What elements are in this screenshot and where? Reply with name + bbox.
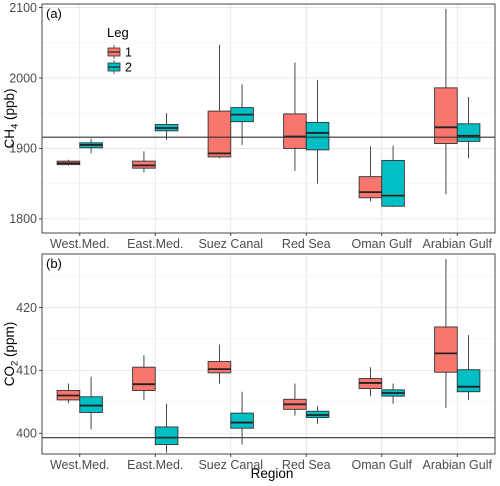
box-suez-canal-leg-2 xyxy=(230,84,254,145)
panel-label: (b) xyxy=(46,256,62,271)
box-west-med-leg-2 xyxy=(79,138,103,154)
box-suez-canal-leg-1 xyxy=(207,44,232,159)
x-tick-label: Oman Gulf xyxy=(352,458,413,472)
panel-background xyxy=(42,4,495,233)
panel-background xyxy=(42,254,495,454)
legend-key-leg-2 xyxy=(107,60,121,74)
x-tick-label: Oman Gulf xyxy=(352,237,413,251)
x-axis-title: Region xyxy=(251,466,294,481)
box-iqr xyxy=(456,123,481,142)
x-tick-label: Red Sea xyxy=(282,237,331,251)
box-iqr xyxy=(154,426,179,446)
box-iqr xyxy=(283,113,307,149)
y-tick-label: 1800 xyxy=(9,212,37,226)
box-oman-gulf-leg-1 xyxy=(358,367,383,397)
box-oman-gulf-leg-2 xyxy=(381,383,405,404)
box-east-med-leg-1 xyxy=(132,151,156,173)
box-west-med-leg-1 xyxy=(56,383,81,404)
box-iqr xyxy=(456,369,481,393)
box-iqr xyxy=(358,176,383,199)
y-tick-label: 2100 xyxy=(9,1,37,15)
box-suez-canal-leg-2 xyxy=(230,391,254,445)
box-red-sea-leg-1 xyxy=(283,383,307,416)
x-tick-label: West.Med. xyxy=(50,458,110,472)
box-iqr xyxy=(207,110,232,158)
legend-title: Leg xyxy=(107,25,129,40)
box-red-sea-leg-2 xyxy=(305,80,330,184)
box-iqr xyxy=(434,87,458,144)
box-west-med-leg-2 xyxy=(79,376,103,430)
y-axis-title: CO2 (ppm) xyxy=(2,322,21,387)
y-axis-title: CH4 (ppb) xyxy=(2,88,21,148)
panel-border xyxy=(41,3,496,234)
panel-border xyxy=(41,253,496,455)
x-tick-label: Arabian Gulf xyxy=(423,458,493,472)
x-tick-label: West.Med. xyxy=(50,237,110,251)
x-tick-label: Suez Canal xyxy=(198,458,263,472)
x-tick-label: Suez Canal xyxy=(198,237,263,251)
box-iqr xyxy=(305,121,330,151)
x-tick-label: Red Sea xyxy=(282,458,331,472)
panel-label: (a) xyxy=(46,6,62,21)
box-east-med-leg-2 xyxy=(154,113,179,140)
y-tick-label: 1900 xyxy=(9,142,37,156)
legend-key-leg-1 xyxy=(107,45,121,59)
box-west-med-leg-1 xyxy=(56,159,81,166)
panel-a-ch4: 1800 1900 2000 2100 West.Med. East.Med. Suez C… xyxy=(2,1,496,251)
box-iqr xyxy=(79,396,103,413)
x-tick-label: Arabian Gulf xyxy=(423,237,493,251)
box-arabian-gulf-leg-1 xyxy=(434,259,458,409)
legend-label: 1 xyxy=(125,46,132,60)
box-iqr xyxy=(434,326,458,373)
y-tick-label: 410 xyxy=(16,364,37,378)
box-iqr xyxy=(132,366,156,391)
box-iqr xyxy=(381,159,405,207)
box-red-sea-leg-2 xyxy=(305,406,330,424)
legend: Leg 12 xyxy=(107,25,132,75)
panel-b-co2: 400 410 420 West.Med. East.Med. Suez Canal Red… xyxy=(2,253,496,472)
y-tick-label: 420 xyxy=(16,301,37,315)
x-tick-label: East.Med. xyxy=(127,237,183,251)
legend-label: 2 xyxy=(125,61,132,75)
y-tick-label: 2000 xyxy=(9,71,37,85)
y-tick-label: 400 xyxy=(16,427,37,441)
box-oman-gulf-leg-1 xyxy=(358,146,383,202)
box-arabian-gulf-leg-2 xyxy=(456,335,481,400)
box-iqr xyxy=(207,361,232,374)
box-suez-canal-leg-1 xyxy=(207,344,232,384)
x-tick-label: East.Med. xyxy=(127,458,183,472)
box-red-sea-leg-1 xyxy=(283,62,307,171)
box-oman-gulf-leg-2 xyxy=(381,145,405,207)
box-east-med-leg-1 xyxy=(132,355,156,400)
box-iqr xyxy=(230,412,254,429)
box-arabian-gulf-leg-1 xyxy=(434,8,458,195)
